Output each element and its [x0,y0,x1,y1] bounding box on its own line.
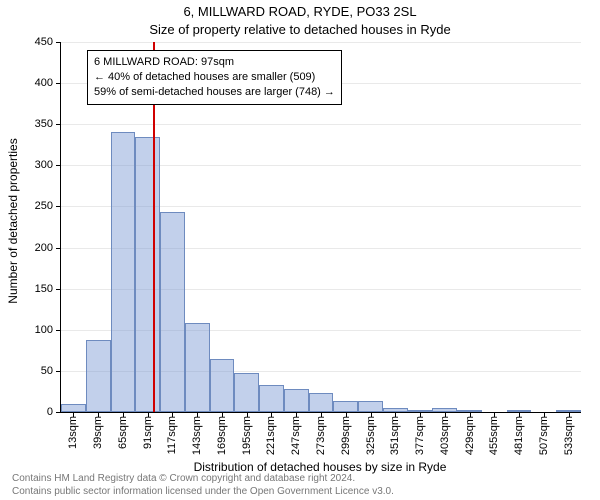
histogram-bar [333,401,358,412]
y-axis-label: Number of detached properties [6,56,20,221]
histogram-bar [160,212,185,412]
x-axis-label: Distribution of detached houses by size … [60,460,580,474]
y-tick-label: 0 [13,406,53,418]
y-tick [56,83,61,84]
histogram-bar [259,385,284,412]
x-tick-label: 533sqm [563,416,575,455]
attribution-footer: Contains HM Land Registry data © Crown c… [12,473,588,498]
histogram-bar [61,404,86,412]
y-tick [56,124,61,125]
y-tick [56,165,61,166]
x-tick-label: 429sqm [464,416,476,455]
histogram-bar [234,373,259,412]
x-tick-label: 117sqm [166,416,178,454]
x-tick-label: 169sqm [216,416,228,455]
gridline [61,42,581,43]
gridline [61,124,581,125]
x-tick-label: 299sqm [340,416,352,455]
y-tick [56,248,61,249]
x-tick-label: 507sqm [538,416,550,455]
y-tick [56,371,61,372]
x-tick-label: 273sqm [315,416,327,455]
x-tick-label: 65sqm [117,416,129,449]
y-tick [56,412,61,413]
histogram-bar [284,389,309,412]
y-tick-label: 100 [13,324,53,336]
x-tick-label: 91sqm [142,416,154,449]
x-tick-label: 325sqm [365,416,377,455]
x-tick-label: 195sqm [241,416,253,455]
x-tick-label: 377sqm [414,416,426,455]
y-tick [56,42,61,43]
x-tick-label: 221sqm [265,416,277,455]
y-tick-label: 50 [13,365,53,377]
callout-line: ← 40% of detached houses are smaller (50… [94,70,335,85]
x-tick-label: 13sqm [67,416,79,449]
histogram-bar [135,137,160,412]
histogram-bar [185,323,210,412]
x-tick-label: 39sqm [92,416,104,449]
title-line-1: 6, MILLWARD ROAD, RYDE, PO33 2SL [0,4,600,19]
x-tick-label: 403sqm [439,416,451,455]
y-tick [56,330,61,331]
y-tick-label: 450 [13,36,53,48]
x-tick-label: 481sqm [513,416,525,455]
y-tick [56,289,61,290]
histogram-bar [210,359,235,412]
y-tick [56,206,61,207]
histogram-bar [86,340,111,412]
histogram-bar [111,132,136,412]
callout-line: 6 MILLWARD ROAD: 97sqm [94,55,335,70]
footer-line-1: Contains HM Land Registry data © Crown c… [12,473,588,486]
histogram-bar [358,401,383,412]
title-line-2: Size of property relative to detached ho… [0,22,600,37]
x-tick-label: 351sqm [389,416,401,455]
callout-line: 59% of semi-detached houses are larger (… [94,85,335,100]
x-tick-label: 455sqm [488,416,500,455]
histogram-bar [309,393,334,412]
x-tick-label: 247sqm [290,416,302,455]
x-tick-label: 143sqm [191,416,203,455]
footer-line-2: Contains public sector information licen… [12,486,588,499]
callout-box: 6 MILLWARD ROAD: 97sqm← 40% of detached … [87,50,342,105]
